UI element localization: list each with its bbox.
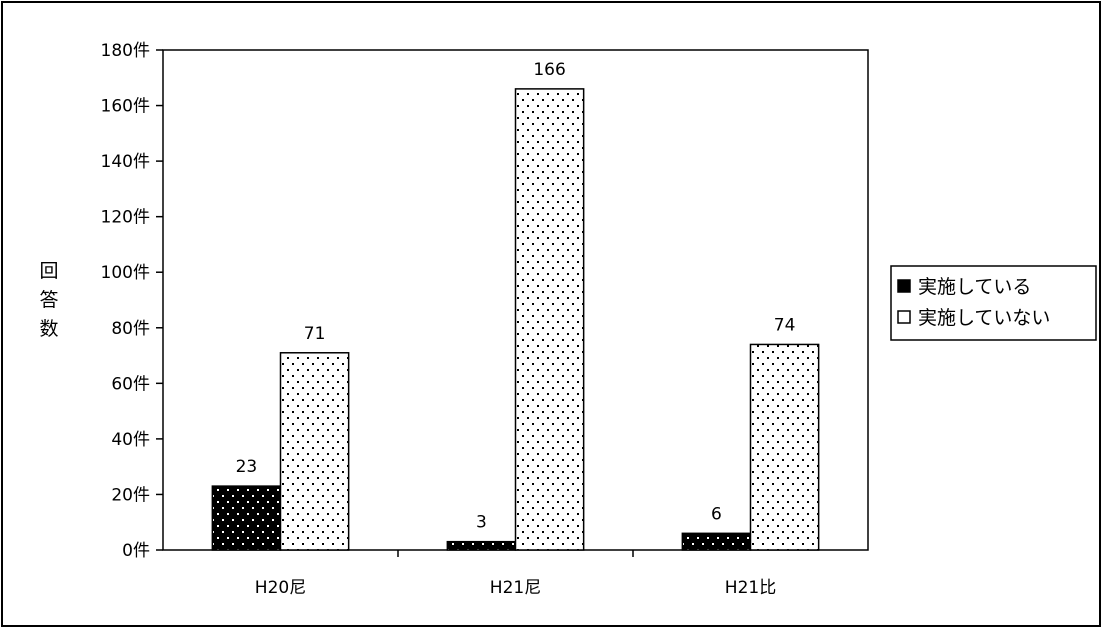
bar: [514, 88, 585, 551]
bar-group: [211, 88, 820, 551]
bar: [279, 352, 350, 551]
y-axis-label: 回答数: [39, 260, 58, 340]
y-tick-label: 140件: [101, 152, 150, 172]
y-tick-label: 20件: [111, 485, 150, 505]
legend-label: 実施している: [918, 276, 1031, 298]
y-tick-label: 100件: [101, 263, 150, 283]
y-tick-label: 60件: [111, 374, 150, 394]
x-axis: H20尼 H21尼 H21比: [255, 550, 776, 598]
legend-label: 実施していない: [918, 307, 1050, 329]
y-axis-label-char: 回: [39, 260, 58, 282]
y-axis-label-char: 数: [39, 318, 58, 340]
bar: [749, 343, 820, 551]
x-tick-label: H21比: [725, 578, 776, 598]
y-tick-label: 180件: [101, 41, 150, 61]
bar: [446, 540, 517, 551]
y-tick-label: 160件: [101, 97, 150, 117]
y-axis: 0件 20件 40件 60件 80件 100件 120件 140件 160件 180件: [101, 41, 163, 561]
y-tick-label: 120件: [101, 208, 150, 228]
data-label: 166: [533, 60, 565, 80]
x-tick-label: H20尼: [255, 578, 306, 598]
data-label: 71: [304, 324, 326, 344]
data-label: 74: [774, 315, 796, 335]
y-tick-label: 40件: [111, 430, 150, 450]
y-tick-label: 0件: [122, 541, 150, 561]
data-label: 6: [711, 504, 722, 524]
y-tick-label: 80件: [111, 319, 150, 339]
bar: [211, 485, 282, 551]
x-tick-label: H21尼: [490, 578, 541, 598]
bar: [681, 532, 752, 551]
data-label: 3: [476, 513, 487, 533]
data-label-group: 23 71 3 166 6 74: [236, 60, 796, 533]
legend-box: [890, 265, 1097, 341]
y-axis-label-char: 答: [39, 289, 58, 311]
data-label: 23: [236, 457, 258, 477]
legend-swatch: [897, 310, 911, 324]
legend-swatch: [897, 279, 911, 293]
